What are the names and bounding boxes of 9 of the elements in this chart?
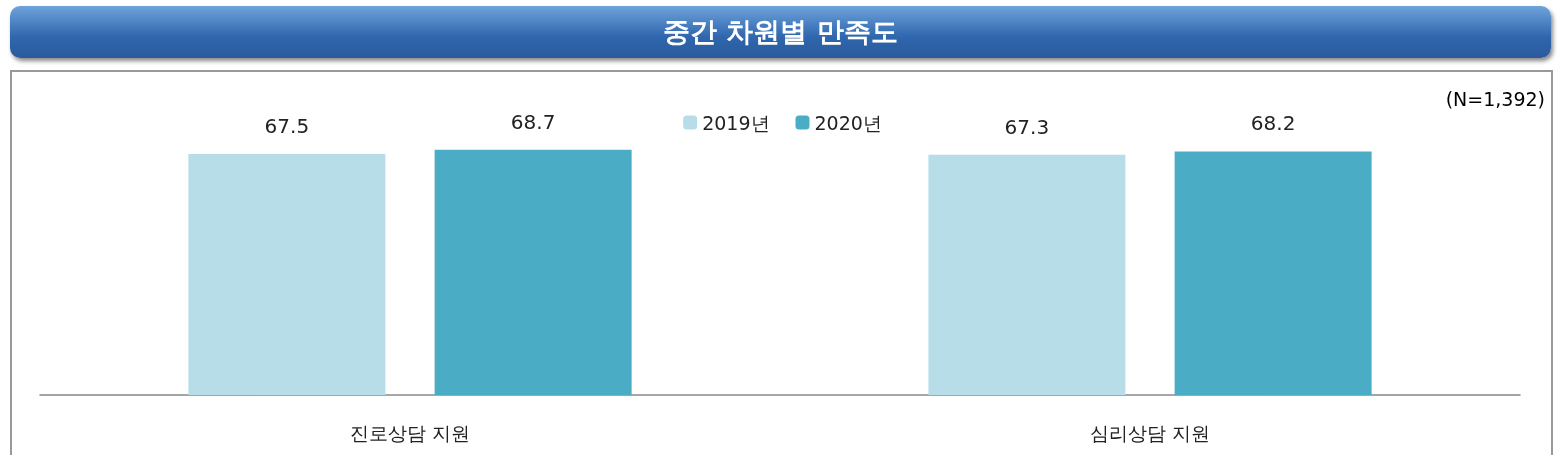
x-tick-label: 심리상담 지원 — [1089, 421, 1211, 444]
data-label: 67.3 — [1004, 114, 1050, 139]
x-tick-label: 진로상담 지원 — [349, 421, 471, 444]
legend-label: 2020년 — [814, 111, 882, 134]
legend-label: 2019년 — [702, 111, 770, 134]
data-label: 68.2 — [1250, 111, 1296, 136]
data-label: 67.5 — [264, 113, 310, 138]
data-label: 68.7 — [510, 109, 556, 134]
text: (N=1,392) — [1445, 88, 1545, 110]
